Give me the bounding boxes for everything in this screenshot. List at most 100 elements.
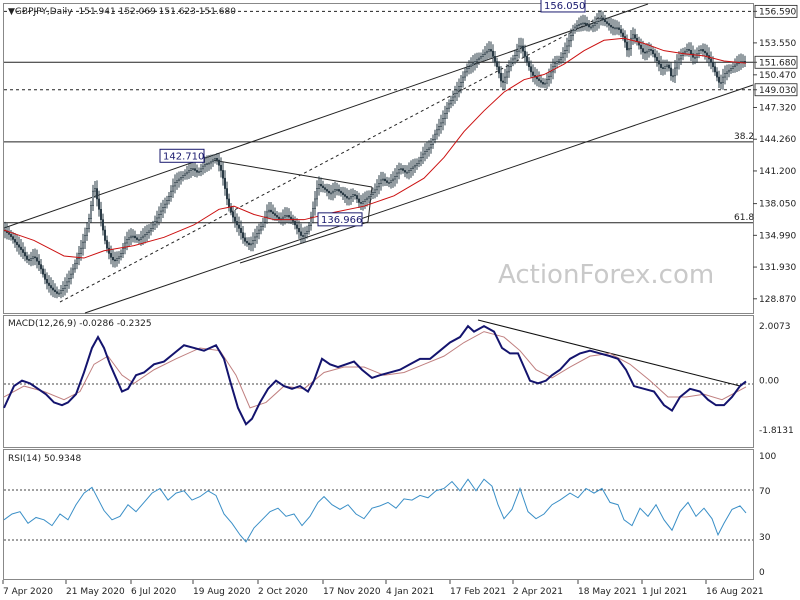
candle-body [529,66,532,73]
candle-body [607,23,610,26]
candle-body [132,235,135,238]
candle-body [443,113,446,119]
candle-body [14,239,17,243]
candle-body [469,64,472,68]
candle-body [196,170,199,173]
candle-body [523,50,526,57]
x-tick-label: 19 Aug 2020 [193,587,251,597]
candle-body [709,58,712,63]
candle-body [124,242,127,249]
candle-body [349,196,352,199]
candle-body [305,230,308,234]
annotation-box [159,148,205,163]
candle-body [609,24,612,28]
candle-body [567,40,570,47]
candle-body [563,50,566,55]
candle-body [180,177,183,180]
triangle-lower-line [239,221,369,264]
candle-body [625,41,628,51]
candle-body [433,133,436,140]
candle-body [250,243,253,246]
candle-body [647,49,650,52]
candle-body [293,221,296,226]
candle-body [108,247,111,254]
candle-body [94,188,97,192]
candle-body [43,273,46,280]
candle-body [355,195,358,200]
candle-body [275,215,278,218]
candle-body [419,157,422,162]
x-tick-label: 4 Jan 2021 [386,587,434,597]
price-tick-label: 153.550 [759,39,796,49]
candle-body [246,240,249,244]
rsi-tick-label: 30 [759,533,771,543]
candle-body [309,216,312,227]
candle-body [585,23,588,26]
candle-body [615,27,618,30]
candle-body [439,122,442,127]
candle-body [549,71,552,77]
candle-body [437,126,440,131]
candle-body [120,253,123,258]
candle-body [222,170,225,179]
rsi-panel-frame [3,449,754,580]
candle-body [168,196,171,201]
candle-body [417,160,420,164]
candle-body [128,237,131,240]
x-tick-label: 6 Jul 2020 [131,587,176,597]
candle-body [78,253,81,259]
candle-body [114,259,117,262]
candle-body [224,177,227,189]
candles [4,10,746,299]
candle-body [88,218,91,229]
candle-body [102,219,105,231]
candle-body [261,221,264,227]
candle-body [252,240,255,245]
candle-body [589,26,592,29]
candle-body [273,213,276,216]
candle-body [541,81,544,85]
candle-body [138,239,141,241]
candle-body [311,208,314,218]
price-annotations: 156.050 142.710 136.966 38.2 61.8 [159,0,754,227]
candle-body [27,259,30,261]
price-tick-label: 156.590 [759,7,796,17]
candle-body [29,258,32,261]
candle-body [483,52,486,55]
candle-body [661,67,664,69]
candle-body [64,285,67,289]
candle-body [35,257,38,262]
candle-body [555,61,558,64]
candle-body [605,21,608,24]
candle-body [206,163,209,165]
candle-body [188,170,191,173]
candle-body [599,17,602,20]
macd-panel-frame [3,315,754,448]
candle-body [194,168,197,171]
price-tick-label: 147.320 [759,103,796,113]
candle-body [329,192,332,195]
candle-body [66,281,69,286]
candle-body [639,44,642,49]
candle-body [495,61,498,68]
candle-body [164,203,167,208]
candle-body [501,80,504,83]
candle-body [315,188,318,200]
candle-body [146,232,149,235]
candle-body [226,188,229,200]
candle-body [331,190,334,194]
candle-body [39,264,42,270]
candle-body [333,189,336,192]
candle-body [234,216,237,222]
candle-body [725,71,728,74]
candle-body [10,234,13,237]
candle-body [295,224,298,229]
candle-body [477,57,480,61]
candle-body [497,66,500,74]
candle-body [461,76,464,83]
candle-body [601,17,604,21]
candle-body [591,24,594,28]
candle-body [31,256,34,259]
candle-body [481,54,484,57]
candle-body [8,232,11,235]
